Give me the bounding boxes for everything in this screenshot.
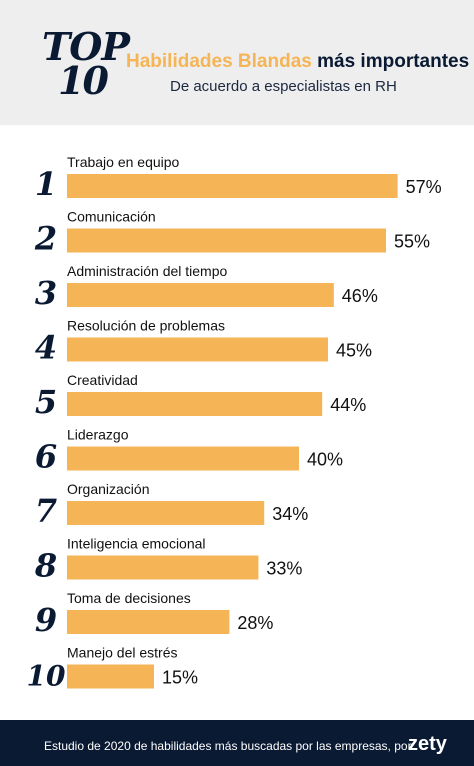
bar <box>67 664 154 689</box>
rank-number: 6 <box>35 438 57 476</box>
category-label: Comunicación <box>67 209 156 225</box>
footer-source-text: Estudio de 2020 de habilidades más busca… <box>44 739 412 753</box>
bar <box>67 228 386 253</box>
footer-bar: Estudio de 2020 de habilidades más busca… <box>0 720 474 766</box>
value-label: 45% <box>336 341 372 361</box>
value-label: 15% <box>162 668 198 688</box>
bar <box>67 555 259 580</box>
value-label: 40% <box>307 450 343 470</box>
chart-svg: 1 Trabajo en equipo 57% 2 Comunicación 55% 3 Ad… <box>27 154 442 693</box>
rank-number: 2 <box>34 220 57 258</box>
zety-logo: zety <box>408 733 447 755</box>
rank-number: 10 <box>27 660 66 693</box>
category-label: Inteligencia emocional <box>67 536 206 552</box>
bar <box>67 392 323 416</box>
rank-number: 3 <box>35 274 57 312</box>
top-word: TOP <box>42 24 130 69</box>
bar <box>67 283 334 307</box>
header-banner: TOP 10 Habilidades Blandas más important… <box>0 0 474 125</box>
ten-word: 10 <box>58 58 109 103</box>
category-label: Toma de decisiones <box>67 590 191 606</box>
category-label: Creatividad <box>67 372 138 388</box>
category-label: Manejo del estrés <box>67 645 178 661</box>
bar <box>67 610 230 634</box>
bar <box>67 501 265 525</box>
value-label: 34% <box>272 504 308 524</box>
page-subtitle: De acuerdo a especialistas en RH <box>170 78 397 95</box>
title-rest: más importantes <box>311 51 470 72</box>
value-label: 57% <box>406 177 442 197</box>
value-label: 44% <box>330 395 366 415</box>
bar <box>67 174 398 198</box>
skills-bar-chart: 1 Trabajo en equipo 57% 2 Comunicación 55% 3 Ad… <box>0 125 474 720</box>
rank-number: 8 <box>34 547 57 585</box>
rank-number: 9 <box>35 601 57 639</box>
value-label: 28% <box>237 613 273 633</box>
value-label: 46% <box>342 286 378 306</box>
bar <box>67 337 328 362</box>
value-label: 33% <box>266 559 302 579</box>
title-highlight: Habilidades Blandas <box>126 51 312 72</box>
bar <box>67 446 299 471</box>
category-label: Resolución de problemas <box>67 318 225 334</box>
page-title: Habilidades Blandas más importantes <box>126 51 469 73</box>
rank-number: 5 <box>35 383 57 421</box>
value-label: 55% <box>394 232 430 252</box>
category-label: Liderazgo <box>67 427 129 443</box>
rank-number: 7 <box>35 492 57 530</box>
category-label: Organización <box>67 481 150 497</box>
category-label: Trabajo en equipo <box>67 154 180 170</box>
category-label: Administración del tiempo <box>67 263 228 279</box>
rank-number: 1 <box>35 165 57 203</box>
rank-number: 4 <box>35 329 57 367</box>
